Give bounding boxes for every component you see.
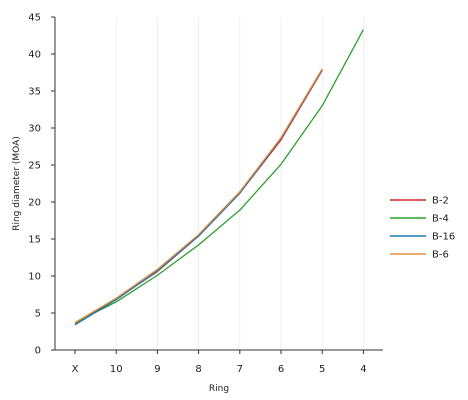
x-tick-label: X xyxy=(72,364,79,375)
x-tick-label: 8 xyxy=(195,364,201,375)
y-tick-label: 25 xyxy=(28,161,41,172)
y-tick-label: 35 xyxy=(28,87,41,98)
x-tick-label: 6 xyxy=(278,364,284,375)
grid-lines xyxy=(115,17,364,350)
x-tick-label: 9 xyxy=(154,364,160,375)
series-line-b-4 xyxy=(74,29,364,324)
legend-label: B-2 xyxy=(432,196,449,207)
x-axis-title: Ring xyxy=(209,384,229,394)
y-axis-title: Ring diameter (MOA) xyxy=(12,136,22,231)
legend-label: B-16 xyxy=(432,232,455,243)
legend-label: B-6 xyxy=(432,250,449,261)
legend-label: B-4 xyxy=(432,214,449,225)
x-tick-label: 10 xyxy=(110,364,123,375)
y-tick-label: 40 xyxy=(28,50,41,61)
series-line-b-6 xyxy=(74,68,323,324)
y-tick-label: 45 xyxy=(28,13,41,24)
x-tick-label: 5 xyxy=(319,364,325,375)
x-tick-label: 7 xyxy=(237,364,243,375)
y-tick-label: 5 xyxy=(35,309,41,320)
y-tick-label: 20 xyxy=(28,198,41,209)
legend: B-2 B-4 B-16 B-6 xyxy=(390,196,455,261)
y-tick-label: 0 xyxy=(35,346,41,357)
series-lines xyxy=(74,29,364,326)
x-tick-label: 4 xyxy=(360,364,366,375)
axes xyxy=(54,17,383,351)
y-tick-label: 10 xyxy=(28,272,41,283)
y-tick-label: 30 xyxy=(28,124,41,135)
y-tick-label: 15 xyxy=(28,235,41,246)
tick-labels: 0 5 10 15 20 25 30 35 40 45 X 10 9 8 7 6 5 4 xyxy=(28,13,366,376)
